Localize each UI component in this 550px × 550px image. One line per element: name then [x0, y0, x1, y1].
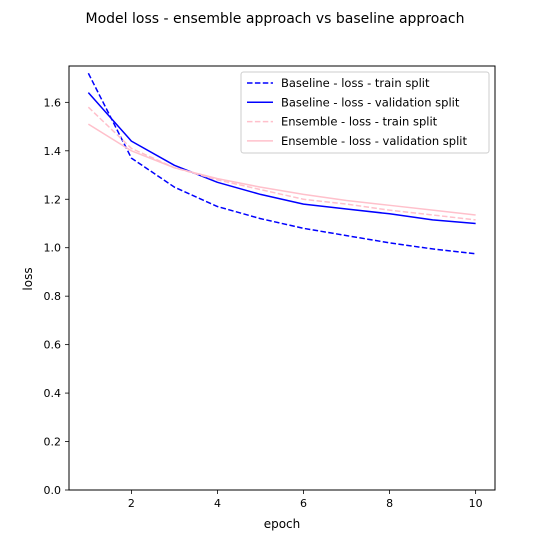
series-line-3 [87, 106, 476, 221]
legend-label-2: Baseline - loss - validation split [281, 95, 460, 109]
x-axis: 2 4 6 8 10 [128, 490, 483, 510]
y-tick-label-8: 1.4 [44, 145, 62, 158]
series-line-4 [87, 123, 476, 216]
x-tick-label-5: 10 [469, 497, 483, 510]
legend: Baseline - loss - train split Baseline - … [240, 71, 490, 154]
chart-title: Model loss - ensemble approach vs baseli… [86, 11, 465, 27]
series-line-1 [87, 72, 476, 255]
x-tick-label-1: 2 [128, 497, 135, 510]
y-tick-label-4: 0.6 [44, 339, 62, 352]
legend-label-3: Ensemble - loss - train split [281, 115, 438, 129]
y-tick-label-3: 0.4 [44, 387, 62, 400]
legend-box [240, 71, 490, 154]
legend-label-1: Baseline - loss - train split [281, 76, 430, 90]
x-tick-label-4: 8 [386, 497, 393, 510]
y-tick-label-1: 0.0 [44, 484, 62, 497]
y-axis-label: loss [21, 267, 35, 290]
y-tick-label-9: 1.6 [44, 96, 62, 109]
plot-frame [68, 65, 496, 491]
x-tick-label-3: 6 [300, 497, 307, 510]
x-axis-label: epoch [264, 517, 301, 531]
y-tick-label-6: 1.0 [44, 242, 62, 255]
x-tick-label-2: 4 [214, 497, 221, 510]
y-tick-label-7: 1.2 [44, 193, 62, 206]
y-tick-label-2: 0.2 [44, 436, 62, 449]
series-line-2 [87, 92, 476, 225]
legend-label-4: Ensemble - loss - validation split [281, 134, 467, 148]
y-axis: 0.0 0.2 0.4 0.6 0.8 1.0 1.2 1.4 1.6 [44, 96, 69, 497]
y-tick-label-5: 0.8 [44, 290, 62, 303]
